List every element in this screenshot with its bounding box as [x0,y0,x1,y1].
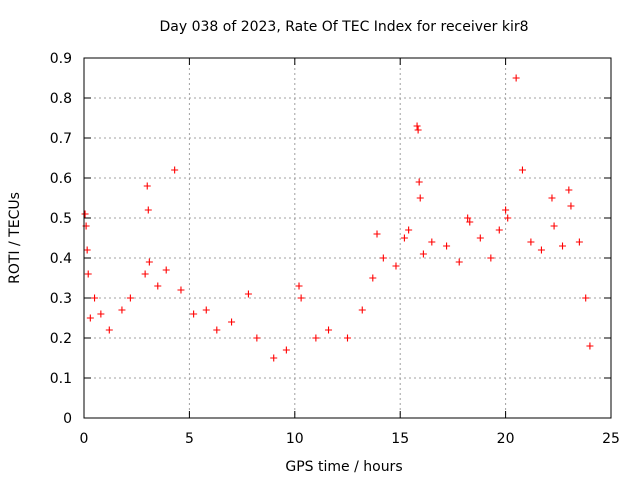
y-tick-label: 0.4 [50,251,72,267]
y-tick-label: 0.6 [50,171,72,187]
y-tick-label: 0.1 [50,371,72,387]
data-point [455,258,463,266]
data-point [154,282,162,290]
data-point [527,238,535,246]
data-point [202,306,210,314]
data-point [416,194,424,202]
y-tick-label: 0.5 [50,211,72,227]
data-point [369,274,377,282]
data-point [171,166,179,174]
data-point [565,186,573,194]
data-point [144,206,152,214]
data-point [143,182,151,190]
y-axis-label: ROTI / TECUs [7,192,23,284]
data-point [476,234,484,242]
x-tick-label: 10 [286,431,304,447]
data-point [428,238,436,246]
data-point [118,306,126,314]
y-tick-label: 0.3 [50,291,72,307]
data-point [419,250,427,258]
x-axis-ticks: 0 5 10 15 20 25 [80,58,620,447]
data-point [512,74,520,82]
data-point [373,230,381,238]
data-point [297,294,305,302]
data-point [177,286,185,294]
y-tick-label: 0 [63,411,72,427]
data-point [145,258,153,266]
x-tick-label: 25 [602,431,620,447]
data-point [81,210,89,218]
x-tick-label: 20 [497,431,515,447]
y-tick-label: 0.8 [50,91,72,107]
data-point [548,194,556,202]
data-point [126,294,134,302]
data-point [83,246,91,254]
data-point [244,290,252,298]
data-point [228,318,236,326]
data-point [464,214,472,222]
data-point [379,254,387,262]
y-tick-label: 0.9 [50,51,72,67]
data-point [415,178,423,186]
data-point [537,246,545,254]
data-point [559,242,567,250]
data-point [325,326,333,334]
y-tick-label: 0.2 [50,331,72,347]
x-axis-label: GPS time / hours [285,459,402,475]
y-tick-label: 0.7 [50,131,72,147]
x-tick-label: 15 [391,431,409,447]
data-point [91,294,99,302]
data-point [414,126,422,134]
data-point [270,354,278,362]
x-tick-label: 5 [185,431,194,447]
data-point [518,166,526,174]
data-point [358,306,366,314]
chart-title: Day 038 of 2023, Rate Of TEC Index for r… [159,19,528,35]
grid-lines [84,58,611,418]
data-point [582,294,590,302]
data-point [575,238,583,246]
y-axis-ticks: 0 0.1 0.2 0.3 0.4 0.5 0.6 0.7 0.8 0.9 [50,51,611,427]
data-point [567,202,575,210]
data-point [312,334,320,342]
data-point [443,242,451,250]
data-point [295,282,303,290]
plot-frame [83,57,612,419]
data-point [282,346,290,354]
data-point [97,310,105,318]
data-point [495,226,503,234]
data-point [105,326,113,334]
data-point [550,222,558,230]
data-point [253,334,261,342]
data-point [141,270,149,278]
data-point [190,310,198,318]
data-point [502,206,510,214]
x-tick-label: 0 [80,431,89,447]
data-point [413,122,421,130]
data-point [466,218,474,226]
data-point [84,270,92,278]
data-point [344,334,351,342]
data-point [86,314,94,322]
data-point [400,234,408,242]
data-point [504,214,512,222]
data-point [487,254,495,262]
data-point [405,226,413,234]
data-point [586,342,594,350]
data-point [213,326,221,334]
data-points [81,74,594,362]
data-point [162,266,170,274]
data-point [392,262,400,270]
